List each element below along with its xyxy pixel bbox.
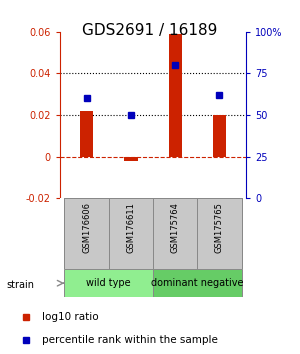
Text: GSM175764: GSM175764 (171, 202, 180, 253)
Bar (153, 269, 242, 297)
Bar (109, 198, 153, 269)
Bar (197, 198, 242, 269)
Text: GSM176611: GSM176611 (126, 202, 135, 253)
Text: dominant negative: dominant negative (151, 278, 244, 288)
Text: strain: strain (6, 280, 34, 290)
Bar (80, 111, 93, 156)
Text: GSM175765: GSM175765 (215, 202, 224, 253)
Bar (153, 198, 197, 269)
Text: GDS2691 / 16189: GDS2691 / 16189 (82, 23, 218, 38)
Bar (213, 115, 226, 156)
Text: percentile rank within the sample: percentile rank within the sample (42, 335, 218, 346)
Bar (169, 34, 182, 156)
Text: GSM176606: GSM176606 (82, 202, 91, 253)
Text: log10 ratio: log10 ratio (42, 312, 99, 322)
Bar (64, 269, 153, 297)
Bar (124, 156, 137, 161)
Bar (64, 198, 109, 269)
Text: wild type: wild type (86, 278, 131, 288)
